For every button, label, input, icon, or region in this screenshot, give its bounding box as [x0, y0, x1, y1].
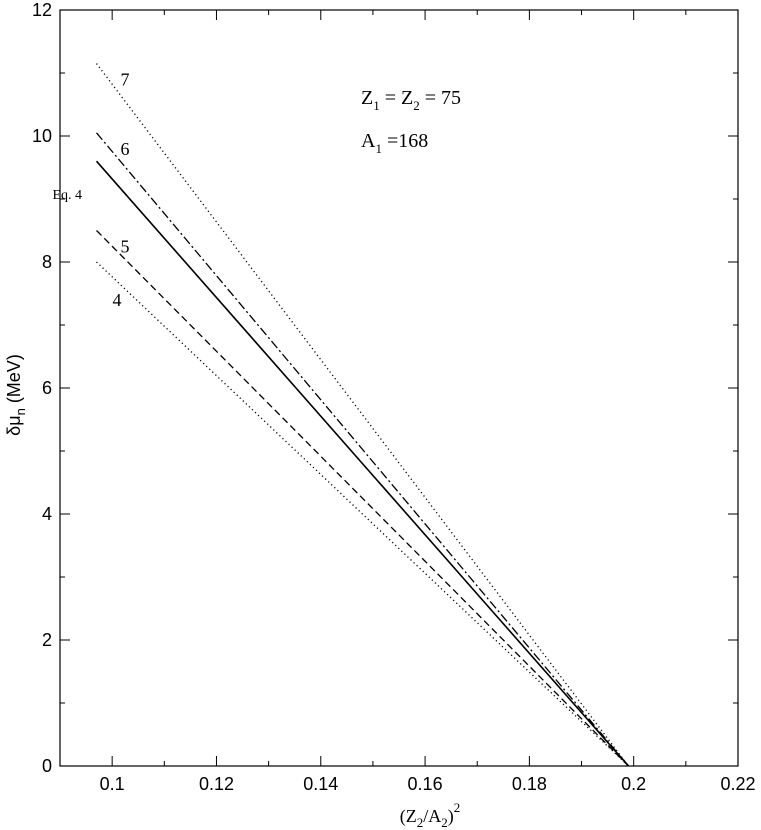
series-line-s4: [96, 261, 629, 767]
y-tick-label: 2: [42, 630, 52, 650]
series-label-s4: 4: [113, 290, 122, 310]
x-tick-label: 0.14: [303, 774, 338, 794]
series-label-s6: 6: [121, 139, 130, 159]
series-label-eq4: Eq. 4: [53, 188, 83, 203]
y-tick-label: 8: [42, 252, 52, 272]
x-tick-label: 0.2: [621, 774, 646, 794]
y-tick-label: 4: [42, 504, 52, 524]
x-axis-title: (Z2/A2)2: [400, 800, 461, 830]
x-tick-label: 0.12: [199, 774, 234, 794]
series-line-eq4: [95, 160, 630, 767]
y-tick-label: 12: [32, 0, 52, 20]
plot-frame: [59, 9, 739, 767]
y-axis-title: δμn (MeV): [4, 354, 28, 436]
series-label-s7: 7: [121, 70, 130, 90]
y-tick-label: 10: [32, 126, 52, 146]
series-group: [95, 63, 630, 767]
x-tick-label: 0.16: [408, 774, 443, 794]
series-line-s6: [96, 132, 629, 767]
series-label-s5: 5: [121, 237, 130, 257]
x-tick-label: 0.18: [512, 774, 547, 794]
annotation-a: A1 =168: [361, 130, 428, 156]
ticks: 0.1 0.12 0.14 0.16 0.18 0.2 0.22 0 2 4 6 8 10 12: [32, 0, 756, 794]
y-tick-label: 0: [42, 756, 52, 776]
series-line-s7: [95, 63, 629, 767]
series-labels: 7 6 Eq. 4 5 4: [53, 70, 130, 310]
series-line-s5: [96, 230, 629, 767]
y-tick-label: 6: [42, 378, 52, 398]
annotation-z: Z1 = Z2 = 75: [361, 87, 461, 113]
x-tick-label: 0.1: [100, 774, 125, 794]
x-tick-label: 0.22: [720, 774, 755, 794]
